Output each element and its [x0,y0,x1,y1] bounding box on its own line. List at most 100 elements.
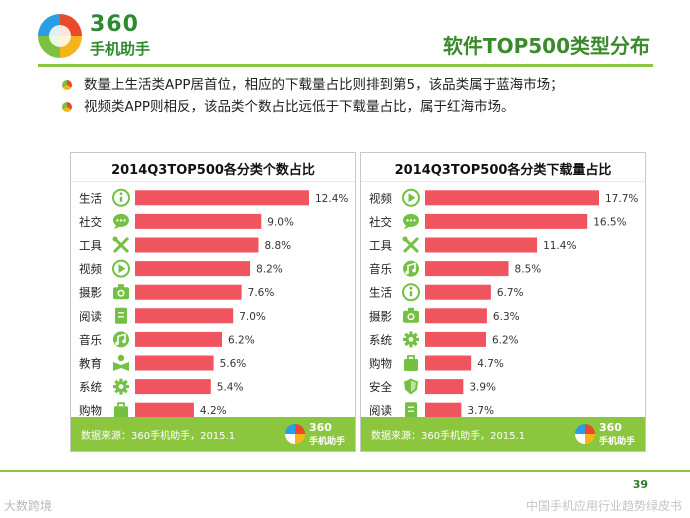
category-label: 社交 [369,215,392,229]
bar-row: 视频 8.2% [79,259,283,278]
shopping-bag-icon [404,355,418,371]
value-label: 6.2% [228,334,255,346]
category-label: 阅读 [79,309,102,323]
chart-downloads-svg: 视频 17.7% 社交 16.5% 工具 11.4% 音乐 8.5% 生活 6.7% 摄影 6.3% 系… [369,188,638,419]
bar-row: 摄影 6.3% [369,307,520,324]
chart-panel-count: 2014Q3TOP500各分类个数占比 生活 12.4% 社交 9.0% 工具 8.8% 视… [70,152,356,452]
bar [135,237,259,253]
footer-logo: 360 手机助手 [575,420,637,448]
bar-row: 阅读 7.0% [79,307,266,324]
bar [425,284,491,300]
category-label: 购物 [79,404,102,418]
bar-row: 生活 12.4% [79,188,348,207]
watermark-left: 大数跨境 [4,499,53,513]
chart-title: 2014Q3TOP500各分类下载量占比 [394,163,612,178]
value-label: 12.4% [315,193,348,205]
bar-row: 工具 11.4% [369,236,576,254]
category-label: 阅读 [369,404,392,418]
bar [425,237,538,253]
footer-logo: 360 手机助手 [285,420,347,448]
logo-ball-icon [38,14,82,58]
category-label: 系统 [369,333,392,347]
book-icon [405,402,417,419]
chart-count-svg: 生活 12.4% 社交 9.0% 工具 8.8% 视频 8.2% 摄影 7.6% 阅读 7.0% 音乐 6… [79,188,348,419]
book-icon [115,307,127,324]
value-label: 6.3% [493,311,520,323]
bar [135,355,214,371]
watermark-right: 中国手机应用行业趋势绿皮书 [525,499,682,513]
bar-row: 视频 17.7% [369,188,638,207]
value-label: 17.7% [605,193,638,205]
bar [425,190,599,206]
bullet-item: 数量上生活类APP居首位，相应的下载量占比则排到第5，该品类属于蓝海市场； [62,74,662,96]
info-icon [112,188,130,207]
bar [425,379,464,395]
value-label: 5.6% [220,358,247,370]
page-number: 39 [632,478,648,491]
value-label: 4.7% [477,358,504,370]
category-label: 音乐 [369,262,392,276]
bar-row: 系统 6.2% [369,331,519,348]
tools-icon [402,236,420,254]
chat-bubble-icon [403,213,419,230]
logo-number: 360 [90,12,139,37]
gear-icon [403,331,419,348]
value-label: 6.2% [492,334,519,346]
bar [135,402,194,418]
bar-row: 购物 4.2% [79,402,227,419]
bar [135,213,262,229]
value-label: 7.0% [239,311,266,323]
category-label: 摄影 [79,286,102,300]
gear-icon [113,378,129,395]
value-label: 8.8% [264,240,291,252]
education-icon [113,354,129,371]
bar [135,261,251,277]
bottom-rule [0,470,690,472]
bar-row: 摄影 7.6% [79,284,274,300]
value-label: 6.7% [497,287,524,299]
value-label: 8.2% [256,264,283,276]
bar [135,284,242,300]
bar [135,379,211,395]
category-label: 购物 [369,357,392,371]
bar-row: 生活 6.7% [369,283,524,302]
bar-row: 教育 5.6% [79,354,247,371]
chart-title-divider [71,181,355,182]
category-label: 安全 [369,380,392,394]
bar-row: 社交 9.0% [79,213,294,230]
logo-text: 手机助手 [90,40,151,58]
category-label: 生活 [369,286,392,300]
music-icon [113,331,129,348]
category-label: 音乐 [79,333,102,347]
category-label: 系统 [79,380,102,394]
footer-logo-text: 手机助手 [599,437,636,447]
chart-title: 2014Q3TOP500各分类个数占比 [111,163,315,178]
footer-logo-number: 360 [599,421,622,434]
tools-icon [112,236,130,254]
value-label: 9.0% [267,216,294,228]
category-label: 社交 [79,215,102,229]
chart-panel-downloads: 2014Q3TOP500各分类下载量占比 视频 17.7% 社交 16.5% 工具 11.… [360,152,646,452]
chat-bubble-icon [113,213,129,230]
bar-row: 音乐 8.5% [369,260,541,277]
bar-row: 购物 4.7% [369,355,504,371]
shield-icon [404,378,418,395]
category-label: 视频 [79,262,102,276]
footer-logo-icon [285,424,305,444]
bar [135,331,222,347]
chart-title-divider [361,181,645,182]
value-label: 16.5% [593,216,626,228]
chart-source: 数据来源：360手机助手，2015.1 [371,431,526,442]
bar [425,402,462,418]
value-label: 3.7% [467,405,494,417]
category-label: 教育 [79,357,102,371]
value-label: 4.2% [200,405,227,417]
bar [425,261,509,277]
bar [425,355,472,371]
bullet-list: 数量上生活类APP居首位，相应的下载量占比则排到第5，该品类属于蓝海市场； 视频… [62,74,662,118]
bullet-icon [62,80,72,90]
bar-row: 音乐 6.2% [79,331,255,348]
category-label: 视频 [369,191,392,205]
bullet-item: 视频类APP则相反，该品类个数占比远低于下载量占比，属于红海市场。 [62,96,662,118]
bullet-icon [62,102,72,112]
